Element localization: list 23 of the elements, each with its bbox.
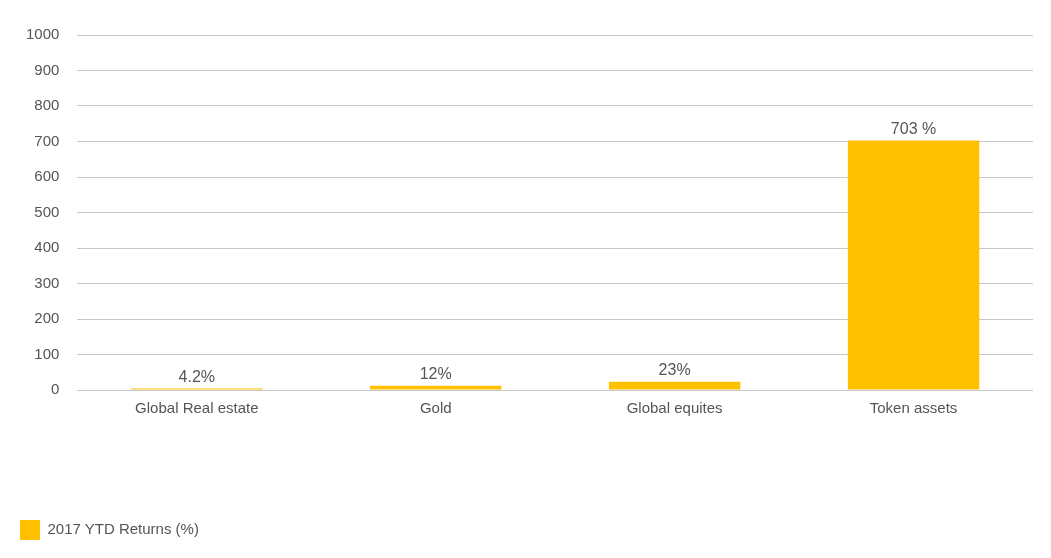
x-tick-label: Token assets [869,399,958,417]
x-tick-label: Gold [419,399,452,417]
y-tick-label: 700 [34,131,60,149]
legend-label: 2017 YTD Returns (%) [47,520,199,538]
bar [847,140,980,390]
data-label: 703 % [890,119,937,137]
y-tick-label: 1000 [25,25,60,43]
y-tick-label: 300 [34,273,60,291]
data-label: 4.2% [178,367,216,385]
y-tick-label: 0 [51,380,60,398]
y-tick-label: 200 [34,309,60,327]
y-tick-label: 600 [34,167,60,185]
data-label: 12% [419,365,452,383]
x-tick-label: Global Real estate [135,399,259,417]
y-tick-label: 500 [34,202,60,220]
y-tick-label: 800 [34,96,60,114]
y-tick-label: 400 [34,238,60,256]
x-tick-label: Global equites [626,399,723,417]
bar [370,385,502,390]
data-label: 23% [658,361,691,379]
y-tick-label: 900 [34,60,60,78]
bar [608,381,741,390]
y-tick-label: 100 [34,344,60,362]
